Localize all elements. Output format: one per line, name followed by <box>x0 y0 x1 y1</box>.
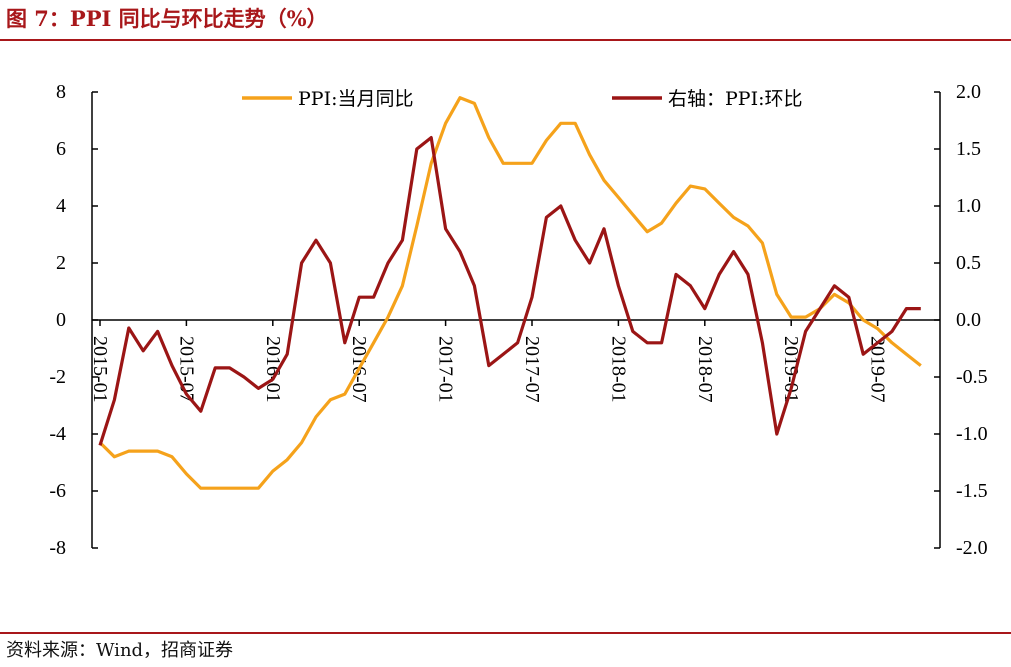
series-line-ppi-mom <box>98 136 921 446</box>
right-axis-tick-label: 1.5 <box>956 138 981 160</box>
left-axis-tick-label: -6 <box>49 480 66 502</box>
x-axis-tick-label: 2018-01 <box>607 336 629 403</box>
chart-title: 图 7：PPI 同比与环比走势（%） <box>6 6 328 31</box>
x-axis-tick-label: 2019-07 <box>867 336 889 403</box>
right-axis-tick-label: 1.0 <box>956 195 981 217</box>
chart-series <box>98 96 922 490</box>
source-note: 资料来源：Wind，招商证券 <box>6 640 234 661</box>
left-axis-tick-label: -2 <box>49 366 66 388</box>
chart-legend: PPI:当月同比 右轴：PPI:环比 <box>242 88 802 110</box>
x-axis-tick-label: 2016-01 <box>262 336 284 403</box>
ppi-chart: 8 6 4 2 0 -2 -4 -6 -8 2.0 1.5 1.0 0.5 0.0 -0.5 -1.0 -1.5… <box>49 81 987 559</box>
x-axis-tick-label: 2017-07 <box>521 336 543 403</box>
chart-axes: 8 6 4 2 0 -2 -4 -6 -8 2.0 1.5 1.0 0.5 0.0 -0.5 -1.0 -1.5… <box>49 81 987 559</box>
left-axis-tick-label: 2 <box>56 252 66 274</box>
right-axis-tick-label: -1.0 <box>956 423 988 445</box>
x-axis-tick-label: 2019-01 <box>780 336 802 403</box>
right-axis-tick-label: 0.5 <box>956 252 981 274</box>
left-axis-tick-label: 0 <box>56 309 66 331</box>
right-axis-tick-label: 2.0 <box>956 81 981 103</box>
left-axis-tick-label: -8 <box>49 537 66 559</box>
title-rule <box>0 39 1011 41</box>
right-axis-tick-label: -0.5 <box>956 366 988 388</box>
right-axis-tick-label: 0.0 <box>956 309 981 331</box>
right-axis-tick-label: -1.5 <box>956 480 988 502</box>
right-axis-tick-label: -2.0 <box>956 537 988 559</box>
left-axis-tick-label: -4 <box>49 423 66 445</box>
x-axis-tick-label: 2017-01 <box>435 336 457 403</box>
source-rule <box>0 632 1011 634</box>
left-axis-tick-label: 6 <box>56 138 66 160</box>
legend-label-ppi-yoy: PPI:当月同比 <box>298 88 413 110</box>
series-line-ppi-yoy <box>98 96 922 490</box>
x-axis-tick-label: 2015-01 <box>89 336 111 403</box>
legend-label-ppi-mom: 右轴：PPI:环比 <box>668 88 802 110</box>
left-axis-tick-label: 4 <box>56 195 66 217</box>
x-axis-tick-label: 2018-07 <box>694 336 716 403</box>
left-axis-tick-label: 8 <box>56 81 66 103</box>
